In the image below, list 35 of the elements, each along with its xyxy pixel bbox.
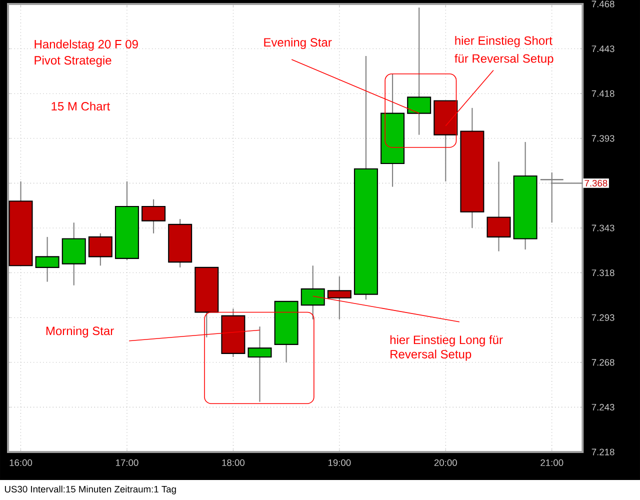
ref-line-label: 7.368 bbox=[584, 180, 608, 186]
candlestick bbox=[300, 265, 325, 320]
x-tick-label: 21:00 bbox=[540, 459, 564, 466]
y-tick-label: 7.468 bbox=[592, 0, 614, 8]
candlestick bbox=[142, 198, 166, 234]
y-tick-label: 7.243 bbox=[592, 404, 614, 410]
candlestick bbox=[35, 236, 60, 282]
candlestick bbox=[88, 232, 112, 266]
annotation: für Reversal Setup bbox=[454, 54, 554, 66]
annotation: Handelstag 20 F 09 bbox=[34, 40, 138, 51]
candlestick bbox=[486, 161, 511, 252]
annotation: Reversal Setup bbox=[390, 350, 472, 361]
x-tick-label: 17:00 bbox=[116, 459, 138, 466]
candlestick bbox=[327, 276, 352, 320]
x-tick-label: 19:00 bbox=[328, 459, 351, 466]
x-tick-label: 20:00 bbox=[434, 459, 457, 466]
y-tick-label: 7.268 bbox=[592, 359, 614, 366]
x-tick-label: 16:00 bbox=[10, 459, 32, 466]
y-tick-label: 7.393 bbox=[592, 135, 614, 142]
text: US30 Intervall:15 Minuten Zeitraum:1 Tag bbox=[4, 486, 176, 494]
y-tick-label: 7.293 bbox=[592, 314, 614, 321]
y-tick-label: 7.343 bbox=[592, 224, 614, 232]
annotation: hier Einstieg Long für bbox=[390, 335, 503, 346]
candlestick bbox=[248, 326, 272, 402]
y-tick-label: 7.418 bbox=[592, 90, 614, 97]
y-tick-label: 7.218 bbox=[592, 448, 614, 456]
y-tick-label: 7.318 bbox=[592, 270, 614, 276]
y-tick-label: 7.443 bbox=[592, 46, 614, 52]
candlestick bbox=[407, 7, 432, 136]
x-tick-label: 18:00 bbox=[222, 459, 245, 466]
annotation: Evening Star bbox=[264, 38, 332, 50]
annotation: 15 M Chart bbox=[52, 102, 110, 111]
annotation: Pivot Strategie bbox=[34, 56, 112, 67]
annotation: hier Einstieg Short bbox=[455, 36, 552, 48]
annotation: Morning Star bbox=[46, 326, 114, 338]
